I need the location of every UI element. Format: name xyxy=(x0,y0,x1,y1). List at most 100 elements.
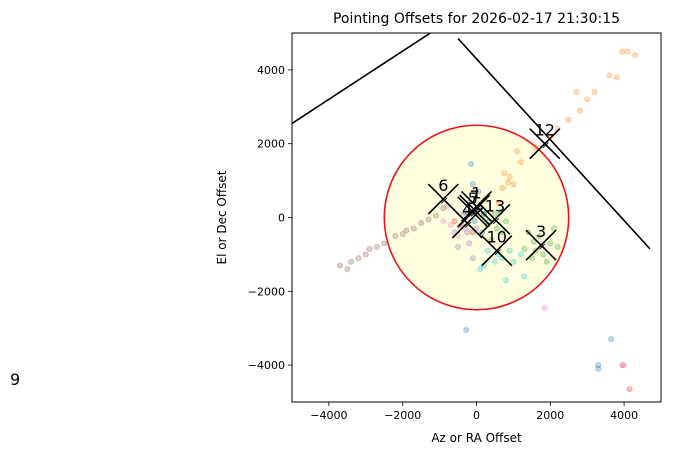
tolerance-circle xyxy=(383,124,570,311)
point-12-7 xyxy=(584,96,591,103)
cluster-12-points xyxy=(495,48,639,206)
point-1-9 xyxy=(595,362,602,369)
x-axis-label: Az or RA Offset xyxy=(431,431,522,445)
point-12-14 xyxy=(517,159,524,166)
point-10-11 xyxy=(510,258,517,265)
cross-b-1 xyxy=(460,190,493,222)
boundary-line-2 xyxy=(457,37,651,250)
point-12-5 xyxy=(606,72,613,79)
x-tick-label-2000: 2000 xyxy=(536,409,564,422)
point-10-7 xyxy=(477,266,484,273)
point-6-13 xyxy=(440,205,447,212)
point-6-14 xyxy=(348,258,355,265)
point-12-3 xyxy=(632,52,639,59)
cluster-label-5: 5 xyxy=(468,189,478,208)
y-axis-label: El or Dec Offset xyxy=(215,170,229,264)
cluster-6-marker: ×6 xyxy=(427,176,459,215)
point-6-5 xyxy=(373,244,380,251)
cross-b-3 xyxy=(525,229,557,261)
y-tick-label-2000: 2000 xyxy=(257,138,285,151)
center-mark-10: × xyxy=(493,246,502,259)
point-12-15 xyxy=(506,173,513,180)
x-axis: −4000 −2000 0 2000 4000 xyxy=(310,402,638,422)
point-12-13 xyxy=(532,144,539,151)
y-axis: −4000 −2000 0 2000 4000 xyxy=(248,64,292,372)
point-12-8 xyxy=(573,89,580,96)
cluster-label-12: 12 xyxy=(535,121,555,140)
point-10-9 xyxy=(484,247,491,254)
point-5-3 xyxy=(466,240,473,247)
point-12-4 xyxy=(613,74,620,81)
point-6-15 xyxy=(366,245,373,252)
point-5-7 xyxy=(464,229,471,236)
cross-b-10 xyxy=(481,235,513,267)
point-6-6 xyxy=(381,240,388,247)
center-mark-13: × xyxy=(491,214,500,227)
point-6-7 xyxy=(392,232,399,239)
center-mark-3: × xyxy=(537,240,546,253)
point-12-1 xyxy=(619,48,626,55)
point-6-4 xyxy=(362,251,369,258)
point-6-11 xyxy=(425,216,432,223)
point-6-3 xyxy=(355,255,362,262)
point-1-11 xyxy=(608,336,615,343)
point-7-4 xyxy=(440,218,447,225)
boundary-line-1 xyxy=(292,33,431,125)
cluster-13-points xyxy=(480,208,510,243)
point-12-6 xyxy=(591,89,598,96)
point-1-2 xyxy=(469,181,476,188)
cluster-12-marker: ×12 xyxy=(529,121,561,160)
cluster-label-7: 7 xyxy=(470,187,480,206)
cluster-label-10: 10 xyxy=(487,228,507,247)
point-13-3 xyxy=(499,229,506,236)
side-label: 9 xyxy=(10,370,21,389)
point-3-11 xyxy=(521,245,528,252)
plot-area: ×1×12×3×13×4×5×6×7×10 xyxy=(292,33,651,393)
point-1-8 xyxy=(462,208,469,215)
point-1-3 xyxy=(475,188,482,195)
center-mark-6: × xyxy=(440,194,449,207)
point-10-8 xyxy=(503,277,510,284)
cluster-7-points xyxy=(440,203,628,369)
point-12-17 xyxy=(499,184,506,191)
point-12-19 xyxy=(514,148,521,155)
point-7-1 xyxy=(447,221,454,228)
point-13-4 xyxy=(488,236,495,243)
point-6-12 xyxy=(432,212,439,219)
point-3-4 xyxy=(543,258,550,265)
point-1-1 xyxy=(467,160,474,167)
point-13-2 xyxy=(491,210,498,217)
cross-b-6 xyxy=(427,183,459,215)
point-3-3 xyxy=(547,240,554,247)
point-12-16 xyxy=(510,181,517,188)
cluster-label-4: 4 xyxy=(462,200,472,219)
y-tick-label-4000: 4000 xyxy=(257,64,285,77)
cross-b-12 xyxy=(529,128,561,160)
chart-title: Pointing Offsets for 2026-02-17 21:30:15 xyxy=(333,11,620,27)
center-mark-7: × xyxy=(471,205,480,218)
point-10-5 xyxy=(517,251,524,258)
point-1-10 xyxy=(595,365,602,372)
cluster-13-marker: ×13 xyxy=(479,196,511,235)
point-7-6 xyxy=(621,362,628,369)
center-mark-12: × xyxy=(541,139,550,152)
cluster-6-points xyxy=(336,205,447,273)
point-5-4 xyxy=(469,255,476,262)
y-tick-label--4000: −4000 xyxy=(248,359,285,372)
point-6-16 xyxy=(403,227,410,234)
point-13-7 xyxy=(493,225,500,232)
point-10-6 xyxy=(521,273,528,280)
cluster-3-marker: ×3 xyxy=(525,222,557,261)
x-tick-label-0: 0 xyxy=(473,409,480,422)
point-10-2 xyxy=(491,258,498,265)
x-tick-label--4000: −4000 xyxy=(310,409,347,422)
point-5-5 xyxy=(455,244,462,251)
cluster-label-3: 3 xyxy=(536,222,546,241)
point-6-8 xyxy=(399,231,406,238)
point-4-6 xyxy=(626,386,633,393)
x-tick-label--2000: −2000 xyxy=(384,409,421,422)
center-mark-5: × xyxy=(469,207,478,220)
point-12-10 xyxy=(565,116,572,123)
cross-b-7 xyxy=(459,194,491,226)
